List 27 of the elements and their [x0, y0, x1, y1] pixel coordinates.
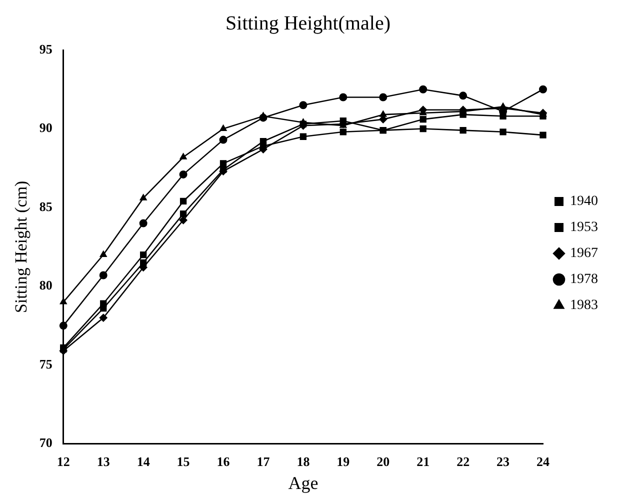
x-tick-label: 13 — [96, 454, 110, 469]
x-tick-label: 15 — [176, 454, 190, 469]
x-tick-label: 14 — [136, 454, 150, 469]
y-tick-label: 95 — [39, 41, 53, 56]
x-tick-label: 12 — [56, 454, 70, 469]
x-tick-label: 22 — [456, 454, 470, 469]
y-tick-label: 90 — [39, 120, 52, 136]
y-tick-label: 80 — [39, 278, 52, 293]
legend-label: 1953 — [570, 220, 598, 236]
x-tick-label: 18 — [296, 454, 310, 469]
legend-label: 1978 — [570, 272, 598, 288]
y-axis-title: Sitting Height (cm) — [12, 180, 31, 314]
x-tick-label: 21 — [416, 454, 430, 469]
y-tick-label: 70 — [39, 435, 52, 450]
x-tick-label: 23 — [496, 454, 510, 469]
x-tick-label: 19 — [336, 454, 350, 469]
y-tick-label: 75 — [39, 356, 53, 372]
legend-label: 1940 — [570, 194, 598, 210]
x-tick-label: 24 — [536, 454, 550, 469]
x-tick-label: 17 — [256, 454, 270, 469]
legend-label: 1967 — [570, 246, 598, 262]
legend-label: 1983 — [570, 298, 598, 314]
chart-title: Sitting Height(male) — [226, 12, 390, 34]
x-axis-title: Age — [288, 472, 318, 493]
x-tick-label: 20 — [376, 454, 390, 469]
y-tick-label: 85 — [39, 198, 53, 214]
x-tick-label: 16 — [216, 454, 230, 469]
